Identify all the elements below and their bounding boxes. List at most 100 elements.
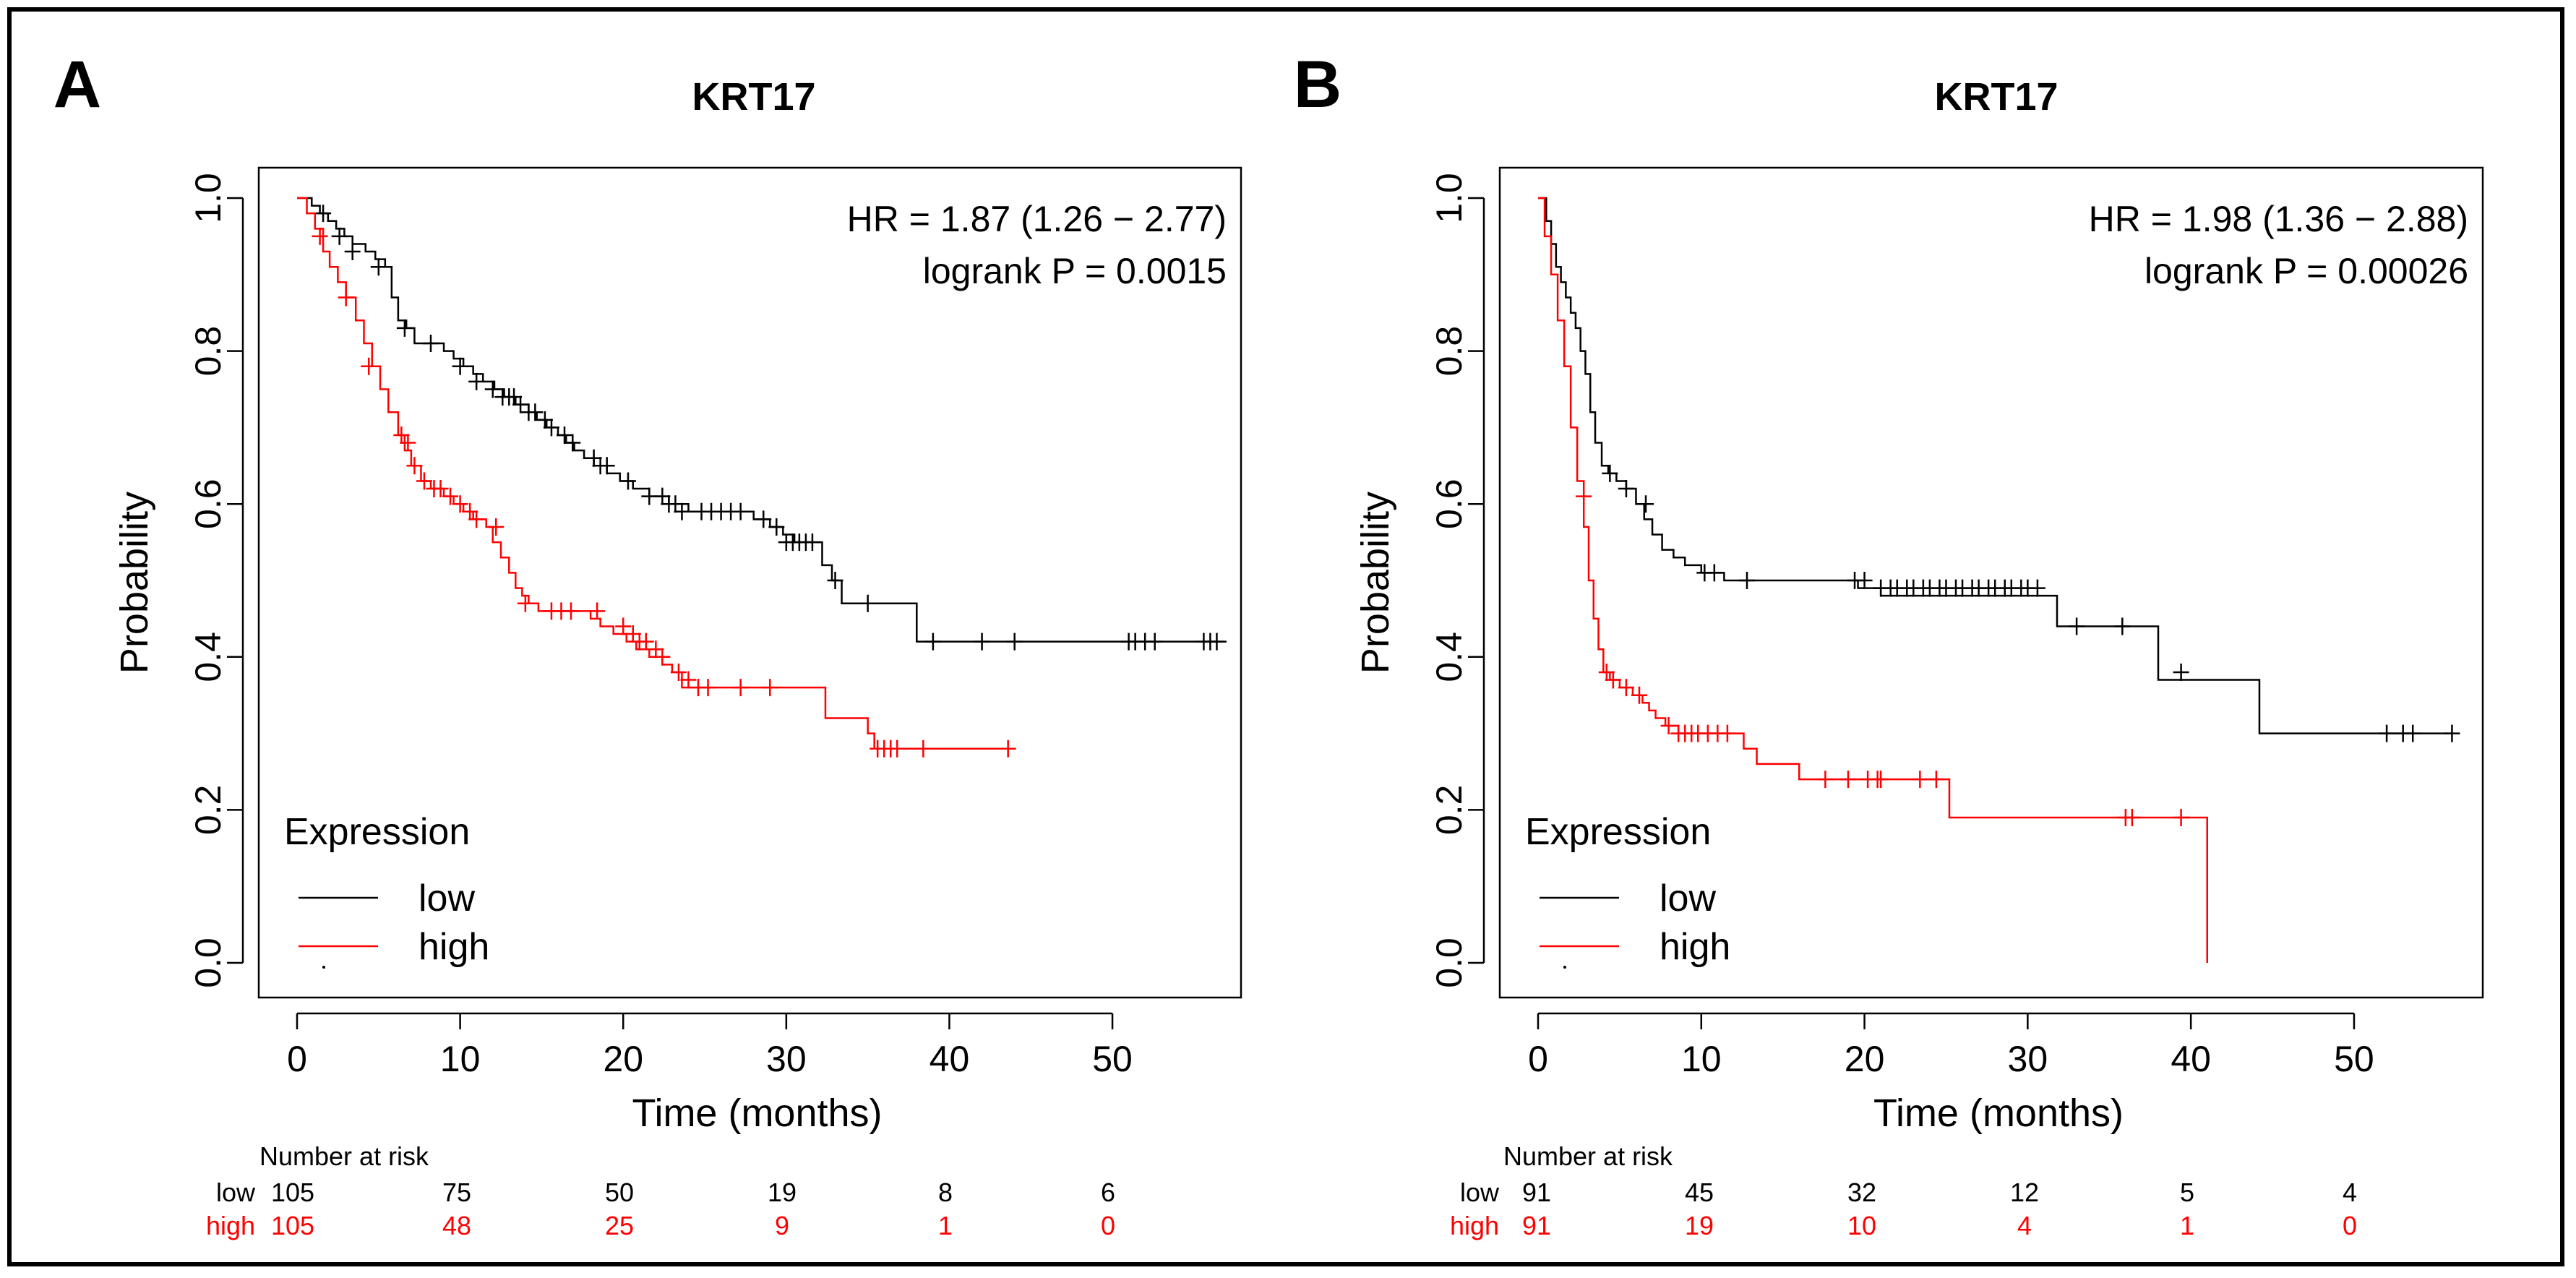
censor-mark-high xyxy=(416,472,432,490)
censor-mark-low xyxy=(1602,464,1618,482)
risk-value-high: 91 xyxy=(1522,1211,1551,1240)
censor-mark-high xyxy=(637,632,654,651)
censor-mark-low xyxy=(564,434,581,452)
risk-value-high: 4 xyxy=(2017,1211,2032,1240)
censor-mark-low xyxy=(1638,495,1654,513)
legend-title: Expression xyxy=(1525,811,1711,853)
y-tick-label: 0.6 xyxy=(188,479,228,529)
censor-mark-high xyxy=(517,594,533,612)
censor-mark-low xyxy=(512,395,529,413)
censor-mark-low xyxy=(827,572,843,589)
censor-mark-low xyxy=(2069,617,2085,635)
x-tick-label: 40 xyxy=(2171,1039,2211,1079)
censor-mark-low xyxy=(1208,632,1225,651)
y-tick-label: 0.6 xyxy=(1429,479,1469,529)
censor-mark-high xyxy=(1840,771,1856,789)
censor-mark-low xyxy=(859,594,876,612)
x-tick-label: 0 xyxy=(1528,1039,1548,1079)
censor-mark-high xyxy=(400,434,416,452)
censor-mark-high xyxy=(1912,771,1928,789)
censor-mark-low xyxy=(396,319,413,337)
censor-mark-high xyxy=(732,679,749,697)
censor-mark-high xyxy=(762,679,778,697)
censor-mark-high xyxy=(2173,808,2189,826)
chart-title: KRT17 xyxy=(1934,75,2058,119)
series-high xyxy=(297,197,1016,758)
censor-mark-high xyxy=(2124,808,2140,826)
censor-mark-low xyxy=(804,533,820,552)
risk-value-high: 1 xyxy=(2180,1211,2194,1240)
censor-mark-high xyxy=(1817,771,1834,789)
censor-mark-low xyxy=(423,335,439,353)
censor-mark-high xyxy=(624,625,641,643)
censor-mark-low xyxy=(506,388,523,406)
y-tick-label: 0.8 xyxy=(188,326,228,377)
y-tick-label: 1.0 xyxy=(1429,173,1469,223)
censor-mark-high xyxy=(1598,663,1615,681)
x-tick-label: 40 xyxy=(929,1039,970,1079)
censor-mark-low xyxy=(732,502,749,520)
legend-label-high: high xyxy=(1660,926,1730,968)
censor-mark-low xyxy=(543,419,559,437)
y-tick-label: 0.2 xyxy=(1429,785,1469,836)
x-axis-label: Time (months) xyxy=(632,1092,882,1135)
censor-mark-high xyxy=(462,502,478,520)
risk-value-low: 6 xyxy=(1101,1178,1115,1207)
x-tick-label: 20 xyxy=(603,1039,643,1079)
risk-value-high: 1 xyxy=(938,1211,953,1240)
risk-value-low: 32 xyxy=(1847,1178,1876,1207)
censor-mark-low xyxy=(315,205,332,223)
risk-value-high: 0 xyxy=(2343,1211,2357,1240)
censor-mark-low xyxy=(331,227,348,245)
censor-mark-high xyxy=(648,640,664,659)
censor-mark-low xyxy=(536,411,553,429)
legend-label-high: high xyxy=(418,926,489,968)
censor-mark-high xyxy=(670,663,687,681)
hazard-ratio-text: HR = 1.87 (1.26 − 2.77) xyxy=(847,199,1227,239)
plot-frame xyxy=(1498,166,2484,999)
censor-mark-low xyxy=(974,632,990,651)
censor-mark-high xyxy=(654,648,671,666)
censor-mark-low xyxy=(2444,724,2460,742)
y-axis-label: Probability xyxy=(1354,492,1397,674)
censor-mark-high xyxy=(488,518,505,536)
censor-mark-low xyxy=(674,502,690,520)
risk-row-label-low: low xyxy=(216,1178,256,1207)
censor-mark-high xyxy=(1928,771,1944,789)
legend-dot xyxy=(1563,966,1566,969)
censor-mark-low xyxy=(2029,579,2045,597)
censor-mark-low xyxy=(924,632,941,651)
figure-frame xyxy=(7,7,2564,1266)
censor-mark-high xyxy=(615,617,632,635)
censor-mark-high xyxy=(312,227,328,245)
logrank-p-text: logrank P = 0.00026 xyxy=(2144,251,2468,291)
censor-mark-low xyxy=(1146,632,1163,651)
panel-label: B xyxy=(1294,48,1341,121)
censor-mark-high xyxy=(1660,717,1677,735)
censor-mark-low xyxy=(2405,724,2421,742)
censor-mark-low xyxy=(484,380,501,398)
censor-mark-high xyxy=(452,495,468,513)
risk-value-low: 45 xyxy=(1685,1178,1714,1207)
y-tick-label: 0.0 xyxy=(1429,938,1469,988)
censor-mark-high xyxy=(563,602,580,620)
censor-mark-low xyxy=(755,510,772,528)
series-low xyxy=(1538,197,2460,742)
x-tick-label: 30 xyxy=(2008,1039,2048,1079)
risk-value-high: 10 xyxy=(1847,1211,1876,1240)
panel-label: A xyxy=(53,48,101,121)
risk-row-label-high: high xyxy=(1450,1211,1499,1240)
censor-mark-low xyxy=(654,487,671,505)
y-tick-label: 1.0 xyxy=(188,173,228,223)
risk-value-high: 0 xyxy=(1101,1211,1115,1240)
y-tick-label: 0.4 xyxy=(188,632,228,682)
censor-mark-low xyxy=(2173,663,2189,681)
censor-mark-high xyxy=(468,510,485,528)
risk-value-high: 9 xyxy=(775,1211,789,1240)
risk-row-label-high: high xyxy=(206,1211,255,1240)
x-tick-label: 30 xyxy=(766,1039,807,1079)
series-high xyxy=(1538,197,2208,963)
censor-mark-low xyxy=(598,457,615,475)
